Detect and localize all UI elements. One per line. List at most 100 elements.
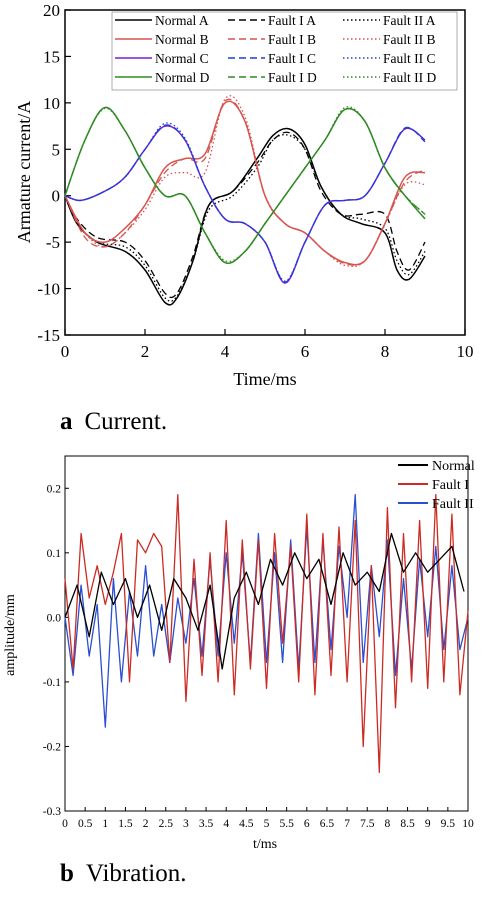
current-y-ticks: -15 -10 -5 0 5 10 15 20 [37, 1, 71, 345]
legend-label: Normal A [155, 13, 209, 28]
current-x-tick-label: 4 [221, 342, 230, 361]
current-legend-box [111, 11, 458, 91]
current-y-tick-label: -10 [37, 280, 60, 299]
vibration-x-ticks: 0 0.5 1 1.5 2 2.5 3 3.5 4 4.5 5 5.5 6 6.5 7 7.5 8 8.5 9 9.5… [62, 807, 474, 830]
vibration-x-tick: 4.5 [239, 807, 254, 830]
caption-a-letter: a [60, 408, 73, 435]
vibration-x-tick: 8.5 [400, 807, 415, 830]
series-line-fault-i [64, 494, 469, 773]
legend-label: Fault I A [268, 13, 316, 28]
current-y-tick: 10 [43, 94, 71, 113]
current-y-tick: -15 [37, 326, 71, 345]
current-y-tick: 5 [52, 140, 71, 159]
caption-a: a Current. [60, 408, 167, 436]
vibration-x-tick-label: 8.5 [400, 818, 415, 830]
vibration-x-tick-label: 9 [425, 818, 431, 830]
vibration-x-tick: 6.5 [320, 807, 334, 830]
vibration-x-tick: 0 [62, 807, 68, 830]
current-y-tick-label: 10 [43, 94, 60, 113]
legend-entry-normal-b: Normal B [115, 32, 209, 47]
vibration-x-tick-label: 4.5 [239, 818, 254, 830]
current-x-tick: 8 [381, 329, 390, 361]
vibration-legend: Normal Fault I Fault II [398, 459, 475, 512]
vibration-x-tick-label: 10 [462, 818, 474, 830]
current-y-tick-label: 15 [43, 47, 60, 66]
legend-label: Fault I [432, 478, 469, 493]
legend-label: Normal D [155, 70, 210, 85]
current-y-tick: -10 [37, 280, 71, 299]
vibration-x-axis-label: t/ms [253, 837, 277, 852]
series-line-normal-d [64, 106, 426, 265]
legend-entry-fault-i-a: Fault I A [228, 13, 316, 28]
series-line-fault-i-d [64, 106, 426, 264]
legend-entry-normal: Normal [398, 459, 475, 474]
legend-label: Normal C [155, 51, 209, 66]
legend-entry-fault-ii-c: Fault II C [343, 51, 436, 66]
caption-b-text: Vibration. [85, 860, 187, 887]
current-x-tick-label: 8 [381, 342, 390, 361]
legend-entry-normal-a: Normal A [115, 13, 209, 28]
legend-entry-fault-ii-a: Fault II A [343, 13, 436, 28]
caption-a-text: Current. [84, 408, 168, 435]
series-line-fault-i-a [64, 131, 426, 299]
legend-label: Fault II A [383, 13, 436, 28]
series-line-normal [64, 532, 465, 670]
vibration-y-ticks: -0.3 -0.2 -0.1 0.0 0.1 0.2 [43, 483, 69, 818]
current-x-tick: 0 [61, 329, 69, 361]
vibration-x-tick: 7.5 [360, 807, 375, 830]
current-y-tick-label: 0 [52, 187, 61, 206]
current-x-tick-label: 6 [301, 342, 310, 361]
legend-entry-fault-i-b: Fault I B [228, 32, 316, 47]
legend-entry-fault-ii-d: Fault II D [343, 70, 436, 85]
legend-label: Fault I B [268, 32, 316, 47]
vibration-x-tick: 2.5 [159, 807, 174, 830]
vibration-y-tick-label: -0.1 [43, 677, 61, 689]
vibration-y-tick: 0.1 [47, 548, 69, 560]
vibration-chart: 0 0.5 1 1.5 2 2.5 3 3.5 4 4.5 5 5.5 6 6.5 7 7.5 8 8.5 9 9.5… [3, 455, 475, 852]
vibration-x-tick: 8 [385, 807, 391, 830]
current-x-tick-label: 2 [141, 342, 150, 361]
vibration-x-tick-label: 5.5 [279, 818, 294, 830]
vibration-x-tick-label: 1.5 [118, 818, 133, 830]
vibration-x-tick-label: 6 [304, 818, 310, 830]
series-line-normal-a [64, 127, 426, 306]
legend-label: Fault II C [383, 51, 436, 66]
vibration-y-tick: -0.2 [43, 741, 69, 753]
caption-b: b Vibration. [60, 860, 186, 888]
series-line-normal-c [64, 125, 426, 284]
series-line-normal-b [64, 100, 426, 266]
vibration-x-tick: 7 [344, 807, 350, 830]
legend-entry-normal-d: Normal D [115, 70, 210, 85]
vibration-y-tick-label: -0.3 [43, 806, 61, 818]
vibration-x-tick-label: 7.5 [360, 818, 375, 830]
current-y-tick-label: 5 [52, 140, 61, 159]
legend-label: Fault II D [383, 70, 436, 85]
legend-entry-fault-ii: Fault II [398, 497, 474, 512]
current-plot-frame [64, 9, 466, 336]
legend-entry-fault-i-c: Fault I C [228, 51, 316, 66]
vibration-x-tick-label: 3.5 [199, 818, 214, 830]
vibration-x-tick: 1 [102, 807, 108, 830]
vibration-x-tick-label: 2.5 [159, 818, 174, 830]
current-x-tick-label: 10 [457, 342, 474, 361]
current-legend: Normal A Fault I A Fault II A Normal B Fault… [111, 11, 458, 91]
vibration-y-axis-label: amplitude/mm [3, 594, 18, 676]
current-x-tick: 10 [457, 329, 474, 361]
current-y-tick: 20 [43, 1, 71, 20]
legend-entry-fault-i: Fault I [398, 478, 469, 493]
vibration-y-tick: -0.3 [43, 806, 69, 818]
legend-entry-fault-i-d: Fault I D [228, 70, 317, 85]
series-line-fault-ii-b [64, 95, 426, 268]
legend-entry-normal-c: Normal C [115, 51, 209, 66]
legend-label: Fault I D [268, 70, 317, 85]
current-y-tick-label: -15 [37, 326, 60, 345]
legend-label: Normal B [155, 32, 209, 47]
series-line-fault-ii-c [64, 122, 426, 282]
legend-label: Fault II B [383, 32, 436, 47]
vibration-y-tick-label: 0.2 [47, 483, 62, 495]
vibration-x-tick-label: 1 [102, 818, 108, 830]
current-chart: 0 2 4 6 8 10 -15 -10 -5 0 5 10 15 20 Normal A Fault I… [14, 1, 474, 389]
vibration-y-tick: 0.2 [47, 483, 69, 495]
caption-b-letter: b [60, 860, 74, 887]
vibration-x-tick: 9.5 [441, 807, 455, 830]
